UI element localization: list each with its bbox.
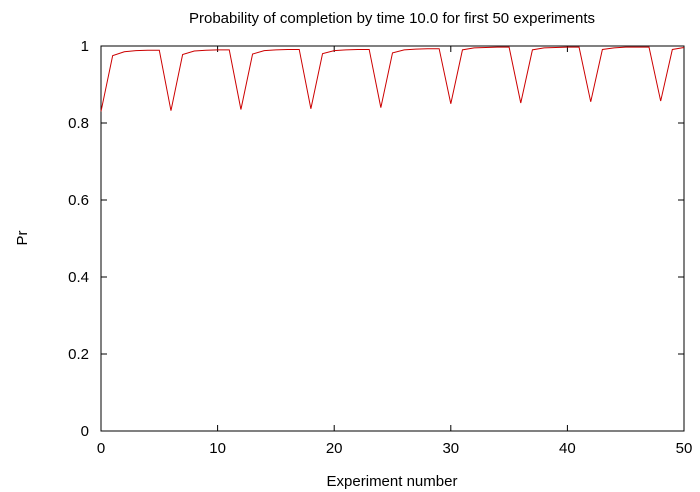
chart-title: Probability of completion by time 10.0 f…: [189, 10, 595, 27]
x-tick-label: 40: [559, 440, 576, 457]
y-tick-label: 0.4: [68, 269, 89, 286]
x-axis: 0 10 20 30 40 50: [97, 46, 693, 457]
y-tick-label: 0.2: [68, 346, 89, 363]
y-axis-label: Pr: [14, 230, 31, 245]
y-tick-label: 0: [81, 423, 89, 440]
x-tick-label: 50: [676, 440, 693, 457]
y-tick-label: 0.6: [68, 192, 89, 209]
x-tick-label: 30: [442, 440, 459, 457]
plot-frame: [100, 45, 685, 432]
y-tick-label: 0.8: [68, 115, 89, 132]
series-line: [100, 46, 685, 112]
series-layer: [100, 46, 685, 112]
y-axis: 0 0.2 0.4 0.6 0.8 1: [68, 38, 684, 440]
x-tick-label: 20: [326, 440, 343, 457]
x-tick-label: 0: [97, 440, 105, 457]
y-tick-label: 1: [81, 38, 89, 55]
x-tick-label: 10: [209, 440, 226, 457]
x-axis-label: Experiment number: [327, 473, 458, 490]
